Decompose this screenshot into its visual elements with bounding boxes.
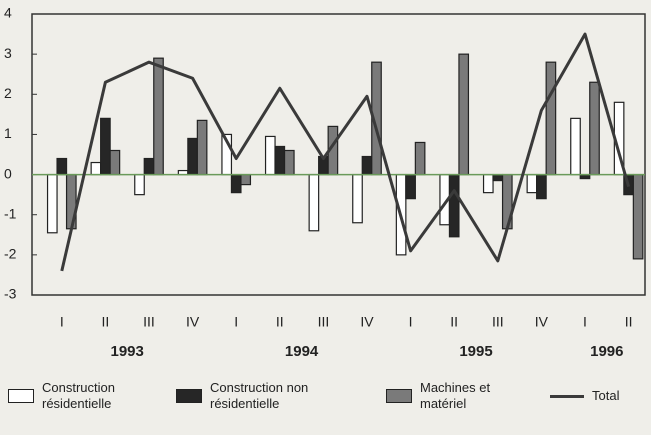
bar — [536, 173, 547, 200]
bar — [100, 117, 111, 176]
bar — [134, 173, 145, 196]
y-tick-label: 4 — [4, 5, 12, 21]
x-tick-label: I — [234, 314, 238, 330]
y-tick-label: 1 — [4, 125, 12, 141]
y-tick-label: 2 — [4, 85, 12, 101]
plot-frame — [31, 13, 646, 296]
bar — [283, 149, 295, 176]
bar — [109, 149, 121, 176]
y-tick-label: 0 — [4, 165, 12, 181]
x-tick-label: I — [583, 314, 587, 330]
legend-item: Total — [550, 376, 640, 416]
bar — [448, 173, 460, 238]
legend-item: Construction résidentielle — [8, 376, 148, 416]
x-tick-label: II — [102, 314, 110, 330]
x-tick-label: I — [60, 314, 64, 330]
legend-label: Construction résidentielle — [42, 380, 115, 411]
x-tick-label: III — [143, 314, 155, 330]
bar — [482, 173, 494, 194]
x-tick-label: II — [276, 314, 284, 330]
legend-swatch — [386, 389, 412, 403]
x-tick-label: IV — [535, 314, 549, 330]
y-tick-label: -2 — [4, 246, 17, 262]
bar — [352, 173, 363, 224]
legend-label: Machines et matériel — [420, 380, 491, 411]
total-line — [60, 32, 631, 272]
x-tick-label: I — [409, 314, 413, 330]
legend-item: Machines et matériel — [386, 376, 516, 416]
year-label: 1993 — [111, 343, 144, 360]
year-label: 1994 — [285, 343, 319, 360]
bar — [545, 61, 557, 176]
bar — [143, 157, 155, 176]
bar — [187, 137, 198, 176]
x-tick-label: II — [450, 314, 458, 330]
bar — [632, 173, 644, 260]
x-tick-label: IV — [186, 314, 200, 330]
year-label: 1995 — [459, 343, 492, 360]
legend-item: Construction non résidentielle — [176, 376, 336, 416]
bar — [56, 157, 68, 176]
bar — [153, 57, 164, 176]
y-tick-label: -1 — [4, 205, 17, 221]
legend-label: Construction non résidentielle — [210, 380, 309, 411]
bar — [492, 173, 504, 182]
bar — [414, 141, 426, 176]
x-tick-label: III — [492, 314, 504, 330]
bar — [526, 173, 538, 194]
year-label: 1996 — [590, 343, 623, 360]
bar — [405, 173, 416, 200]
bar — [361, 155, 373, 176]
legend-swatch — [176, 389, 202, 403]
x-tick-label: III — [318, 314, 330, 330]
bar — [308, 173, 320, 232]
legend: Construction résidentielle Construction n… — [0, 372, 651, 432]
bar — [196, 119, 208, 176]
y-tick-label: 3 — [4, 45, 12, 61]
legend-swatch — [550, 394, 584, 398]
bar — [46, 173, 58, 234]
legend-swatch — [8, 389, 34, 403]
x-tick-label: II — [625, 314, 633, 330]
bar — [274, 145, 286, 176]
y-tick-label: -3 — [4, 286, 17, 302]
bar — [570, 117, 581, 176]
bar — [589, 81, 600, 176]
bar — [230, 173, 242, 194]
bar — [240, 173, 252, 186]
bar — [264, 135, 276, 176]
bar — [458, 53, 470, 176]
bar — [90, 161, 102, 176]
x-tick-label: IV — [360, 314, 374, 330]
legend-label: Total — [592, 388, 620, 403]
